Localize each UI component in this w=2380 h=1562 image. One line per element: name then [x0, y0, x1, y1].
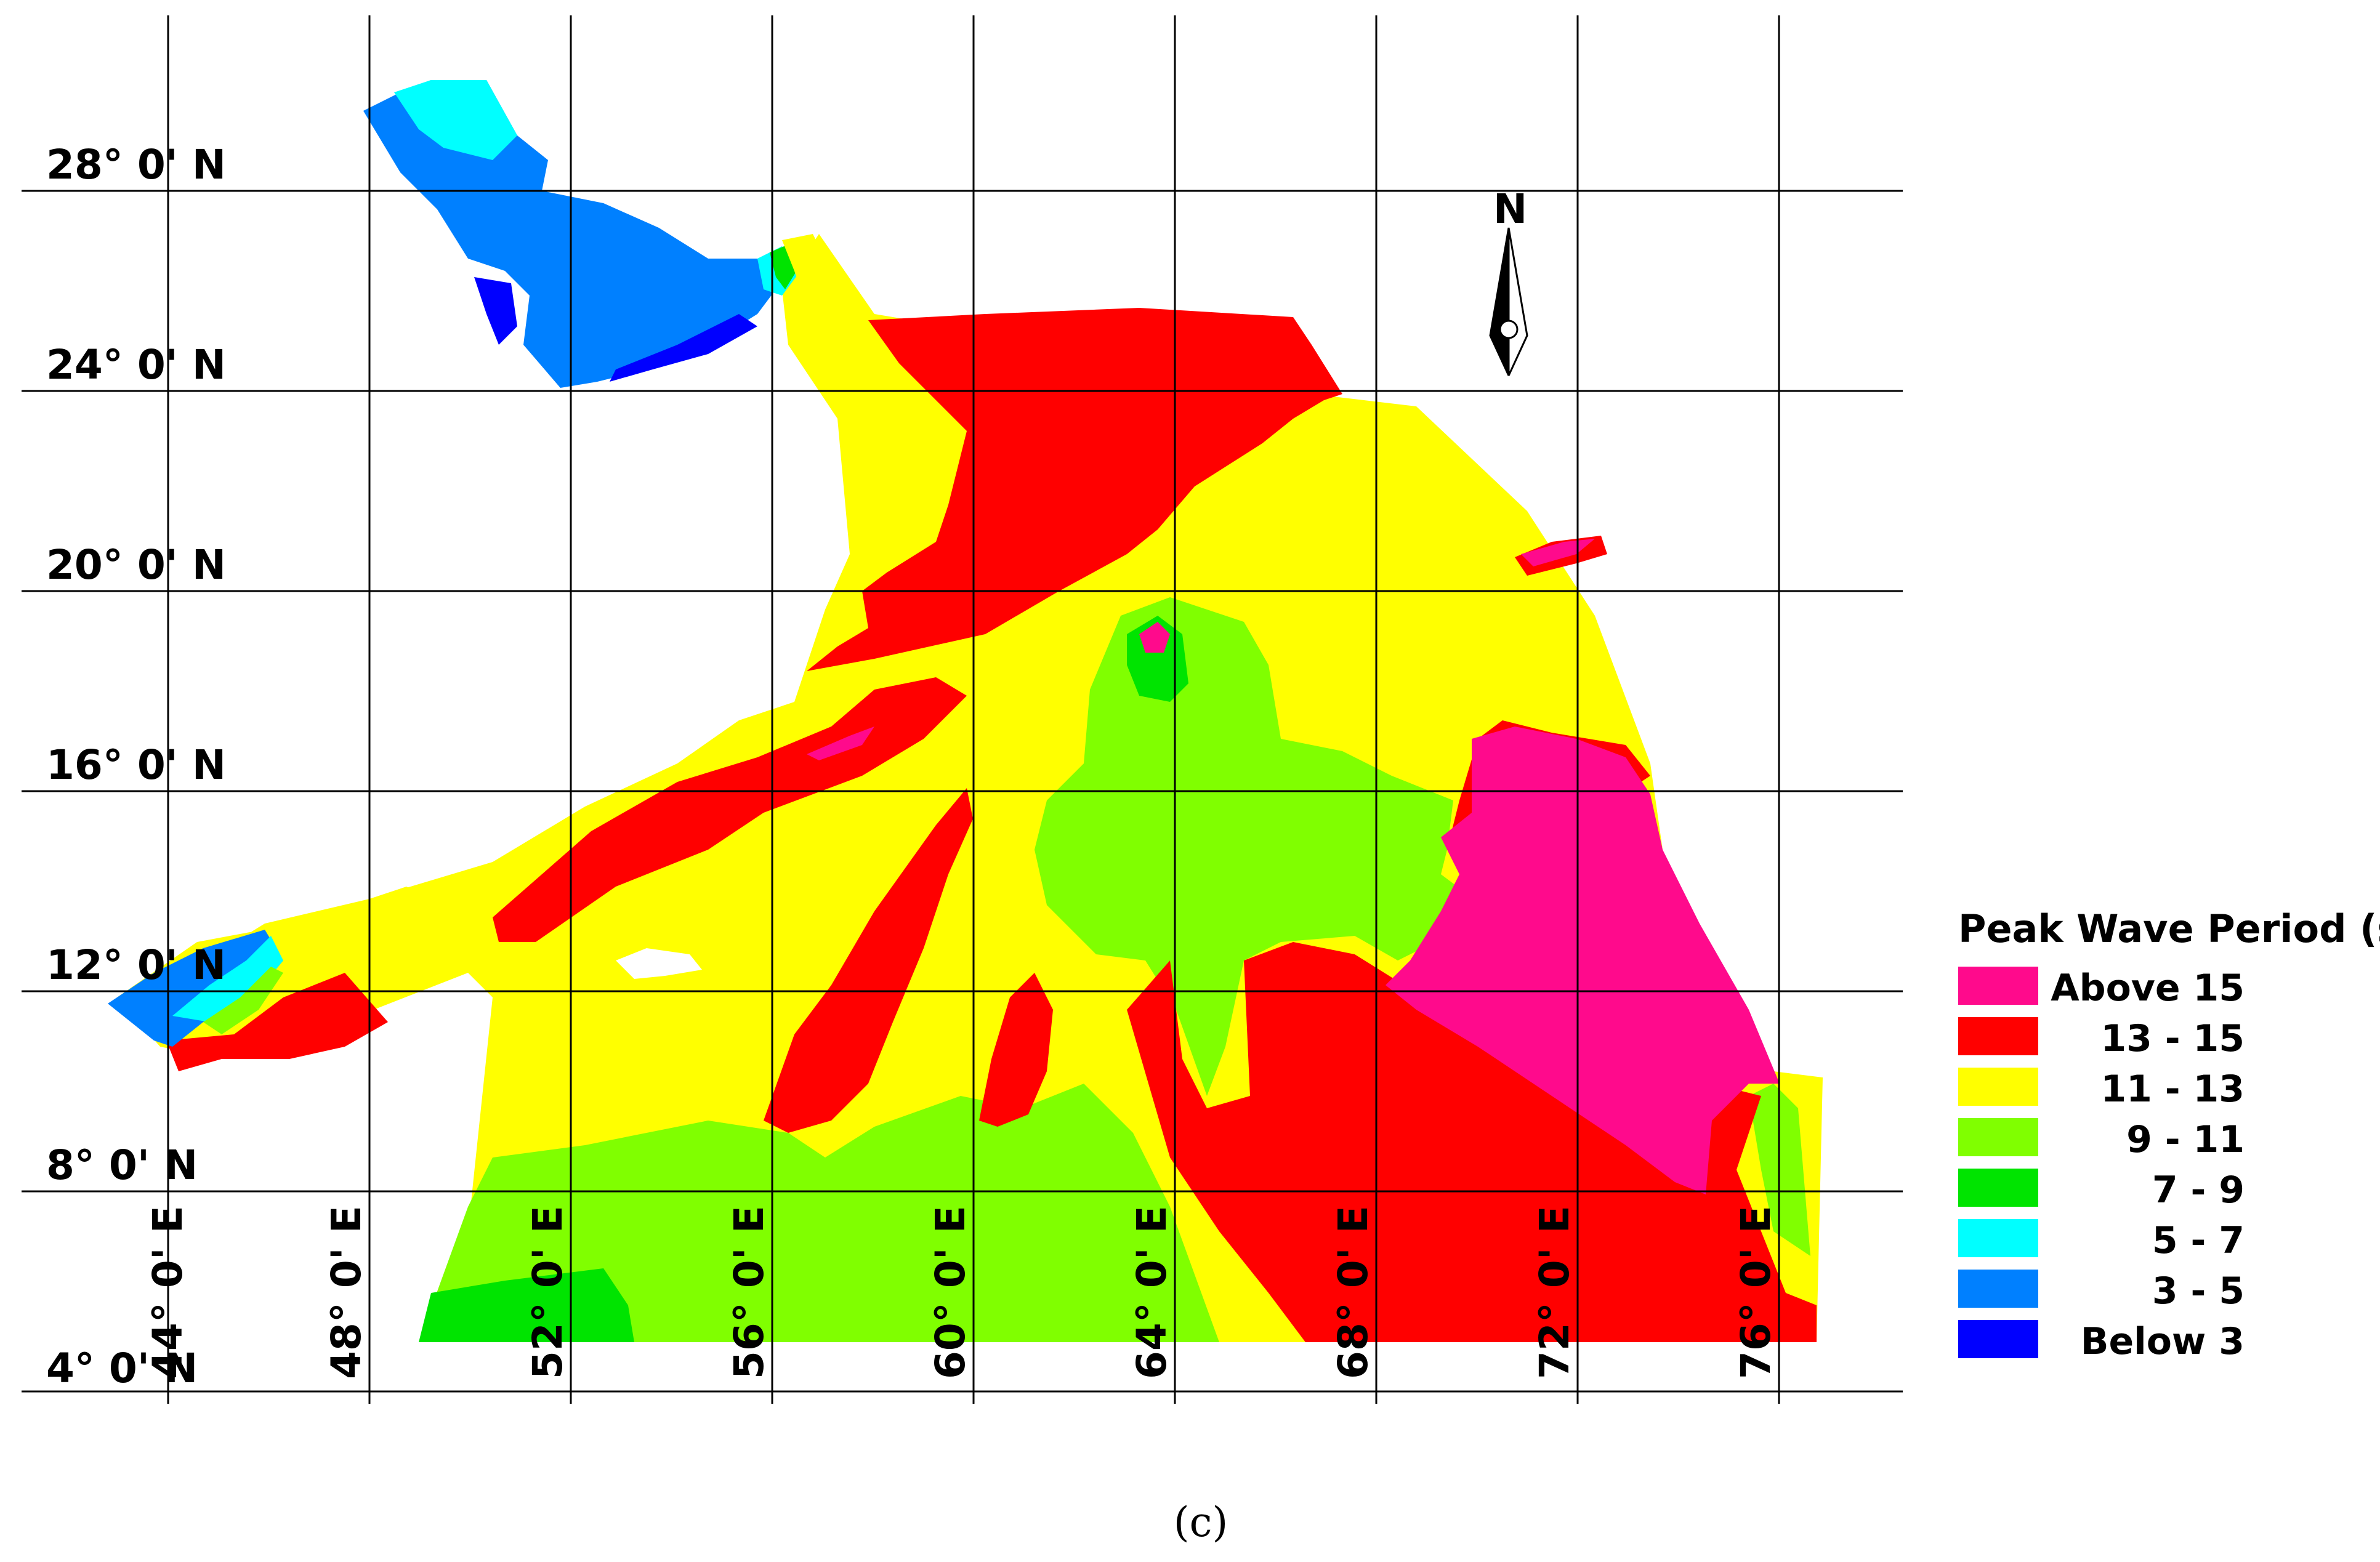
zone-green-aden [203, 967, 283, 1034]
zone-cyan-gulf [394, 80, 517, 160]
north-label: N [1493, 185, 1527, 233]
zone-red-small [979, 973, 1053, 1127]
figure-caption: (c) [1174, 1499, 1228, 1546]
legend-label-5-7: 5 - 7 [2152, 1219, 2245, 1262]
zone-red-ridge [764, 788, 973, 1133]
zone-magenta-gujarat [1521, 539, 1595, 566]
lat-label-8: 8° 0' N [46, 1141, 198, 1189]
zone-blue-gulf [363, 80, 776, 388]
zone-cyan-aden [172, 936, 283, 1022]
north-arrow-icon: N [1489, 185, 1528, 376]
zone-darkgreen-south [419, 1268, 634, 1342]
lat-label-16: 16° 0' N [46, 741, 226, 789]
lon-label-68: 68° 0' E [1329, 1206, 1377, 1379]
zone-navy-gulf-south [610, 314, 757, 382]
legend-swatch-11-13 [1958, 1068, 2038, 1106]
north-arrow-right [1507, 227, 1528, 376]
zone-magenta-center [1139, 622, 1170, 653]
legend: Peak Wave Period (s) Above 15 13 - 15 11… [1958, 906, 2380, 1363]
legend-label-13-15: 13 - 15 [2100, 1017, 2245, 1060]
zone-strait-yellow [782, 234, 825, 289]
zone-green-central [1035, 597, 1466, 1096]
legend-swatch-above-15 [1958, 967, 2038, 1005]
zone-socotra [616, 948, 702, 979]
lon-label-72: 72° 0' E [1531, 1206, 1578, 1379]
lon-label-64: 64° 0' E [1128, 1206, 1176, 1379]
legend-swatch-13-15 [1958, 1017, 2038, 1055]
lon-label-76: 76° 0' E [1732, 1206, 1780, 1379]
zone-red-aden [166, 973, 388, 1071]
lon-labels: 44° 0' E 48° 0' E 52° 0' E 56° 0' E 60° … [144, 1206, 1780, 1379]
lat-labels: 28° 0' N 24° 0' N 20° 0' N 16° 0' N 12° … [46, 141, 226, 1392]
legend-label-11-13: 11 - 13 [2100, 1068, 2245, 1111]
legend-swatch-5-7 [1958, 1219, 2038, 1257]
zone-magenta-diagonal [807, 727, 874, 760]
legend-label-9-11: 9 - 11 [2126, 1118, 2245, 1161]
legend-swatch-7-9 [1958, 1169, 2038, 1207]
legend-swatch-below-3 [1958, 1320, 2038, 1358]
north-arrow-left [1489, 227, 1510, 376]
lon-label-60: 60° 0' E [927, 1206, 974, 1379]
legend-label-7-9: 7 - 9 [2152, 1169, 2245, 1212]
zone-green-south [419, 1084, 1219, 1342]
zone-blue-aden [108, 930, 283, 1047]
legend-label-above-15: Above 15 [2051, 967, 2245, 1010]
north-arrow-pivot [1499, 320, 1519, 339]
zone-magenta-southeast [1386, 727, 1780, 1194]
legend-swatch-9-11 [1958, 1118, 2038, 1156]
zone-navy-gulf [474, 277, 517, 345]
legend-title: Peak Wave Period (s) [1958, 906, 2380, 951]
lon-label-44: 44° 0' E [144, 1206, 192, 1379]
contour-zones [108, 80, 1823, 1342]
legend-swatch-3-5 [1958, 1270, 2038, 1308]
lon-label-52: 52° 0' E [524, 1206, 571, 1379]
lat-label-4: 4° 0' N [46, 1345, 198, 1392]
lon-label-56: 56° 0' E [725, 1206, 773, 1379]
graticule [22, 15, 1903, 1404]
lon-label-48: 48° 0' E [323, 1206, 370, 1379]
lat-label-24: 24° 0' N [46, 341, 226, 388]
lat-label-28: 28° 0' N [46, 141, 226, 188]
lat-label-20: 20° 0' N [46, 541, 226, 589]
lat-label-12: 12° 0' N [46, 941, 226, 989]
legend-label-below-3: Below 3 [2081, 1320, 2245, 1363]
zone-red-north [807, 308, 1342, 671]
legend-label-3-5: 3 - 5 [2152, 1270, 2245, 1313]
